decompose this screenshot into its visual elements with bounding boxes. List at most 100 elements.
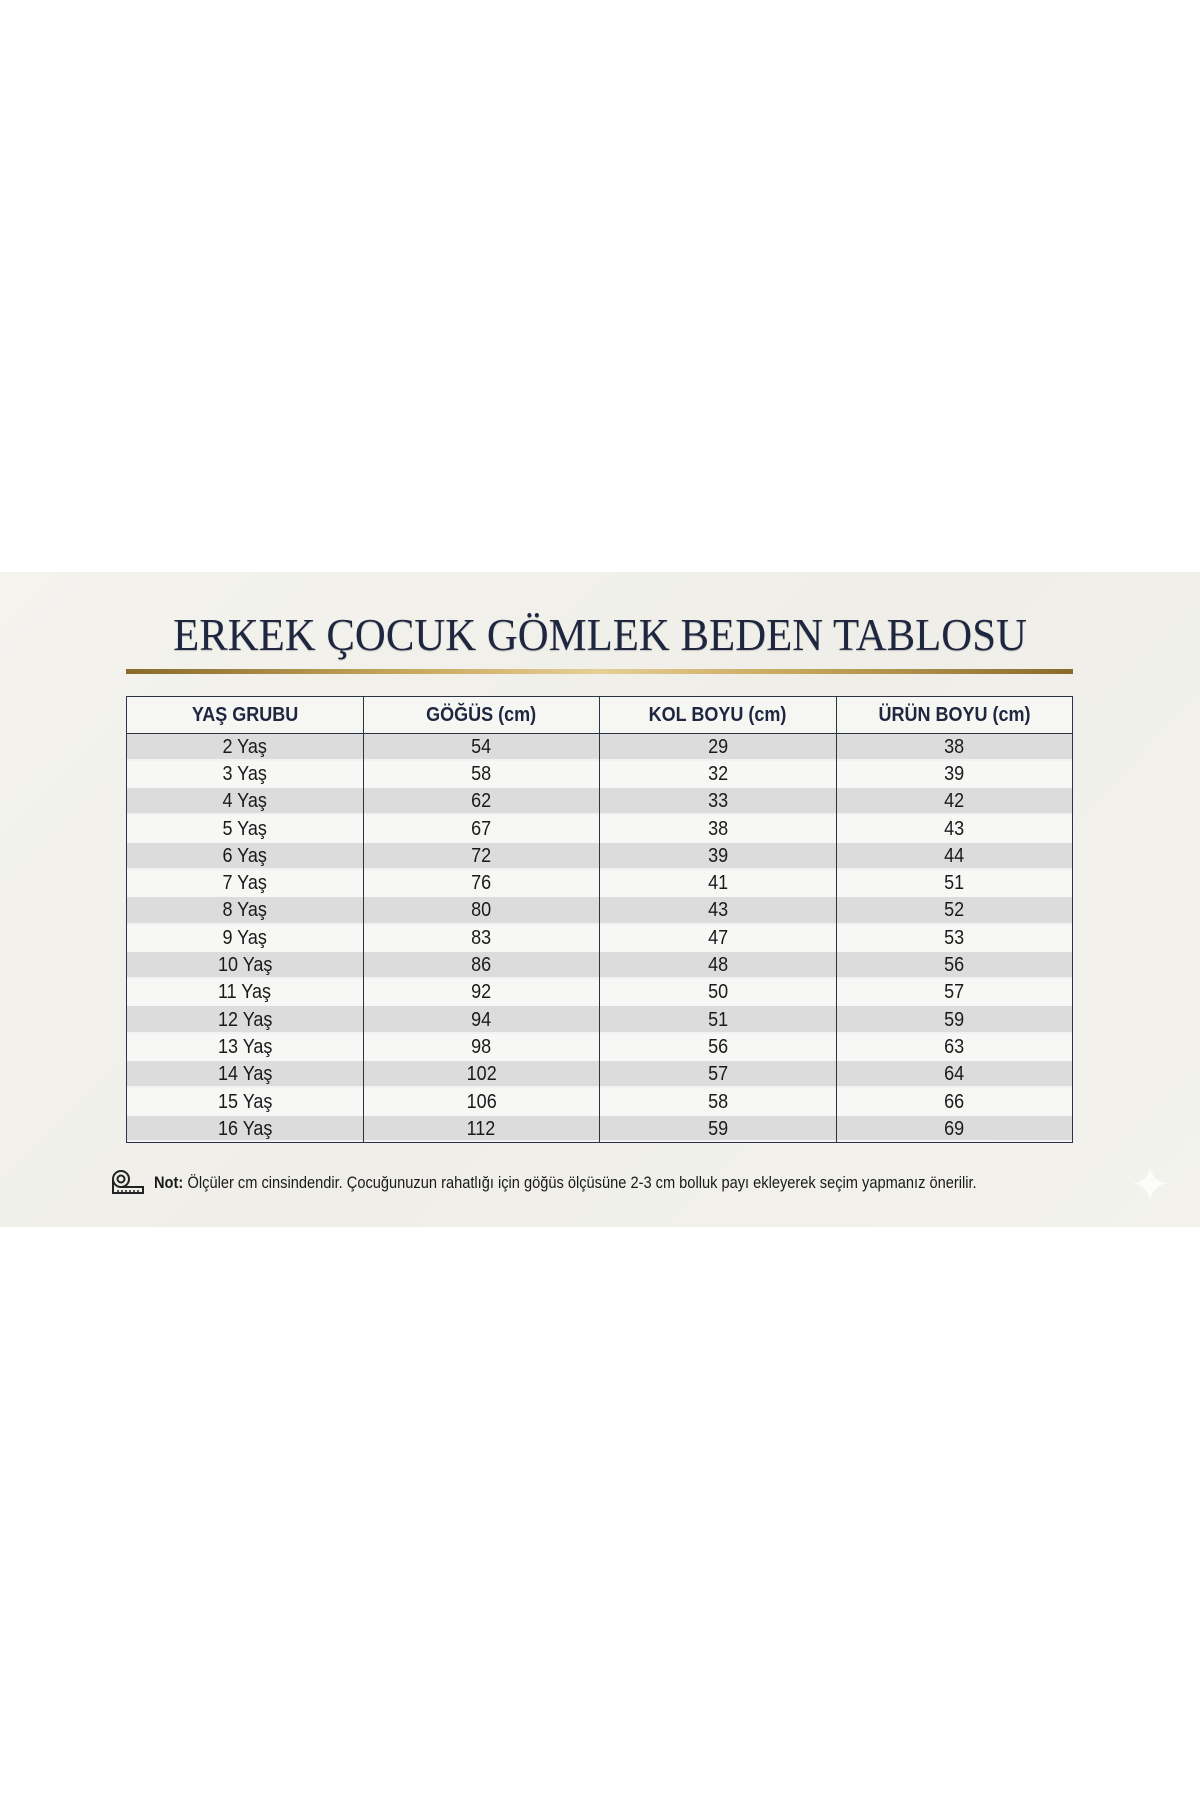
table-cell: 62 (362, 788, 600, 816)
table-cell: 38 (835, 733, 1073, 761)
table-cell: 41 (599, 869, 837, 898)
table-row: 13 Yaş 98 56 63 (126, 1033, 1073, 1062)
table-cell: 63 (835, 1033, 1073, 1062)
cell-value: 51 (707, 1008, 728, 1031)
table-cell: 47 (599, 924, 837, 952)
table-cell: 83 (362, 924, 600, 952)
cell-value: 64 (944, 1063, 965, 1086)
column-header-label: ÜRÜN BOYU (cm) (878, 703, 1031, 726)
cell-value: 3 Yaş (222, 762, 267, 785)
cell-value: 4 Yaş (222, 790, 267, 813)
table-cell: 39 (599, 842, 837, 870)
column-header-label: GÖĞÜS (cm) (426, 703, 537, 726)
table-cell: 43 (835, 815, 1073, 843)
cell-value: 52 (944, 899, 965, 922)
column-header: YAŞ GRUBU (126, 696, 364, 734)
table-cell: 59 (599, 1115, 837, 1143)
table-row: 4 Yaş 62 33 42 (126, 788, 1073, 816)
table-cell: 64 (835, 1061, 1073, 1089)
table-row: 15 Yaş 106 58 66 (126, 1088, 1073, 1116)
column-header: GÖĞÜS (cm) (362, 696, 600, 734)
cell-value: 92 (471, 981, 492, 1004)
table-row: 8 Yaş 80 43 52 (126, 897, 1073, 925)
size-table: YAŞ GRUBU GÖĞÜS (cm) KOL BOYU (cm) ÜRÜN BOY… (126, 696, 1073, 1144)
table-header-row: YAŞ GRUBU GÖĞÜS (cm) KOL BOYU (cm) ÜRÜN BOY… (126, 696, 1073, 734)
table-cell: 76 (362, 869, 600, 898)
cell-value: 62 (471, 790, 492, 813)
cell-value: 5 Yaş (222, 817, 267, 840)
cell-value: 47 (707, 926, 728, 949)
table-cell: 3 Yaş (126, 760, 364, 789)
cell-value: 41 (707, 872, 728, 895)
table-cell: 98 (362, 1033, 600, 1062)
table-cell: 12 Yaş (126, 1006, 364, 1034)
table-cell: 66 (835, 1088, 1073, 1116)
table-cell: 4 Yaş (126, 788, 364, 816)
cell-value: 13 Yaş (217, 1035, 272, 1058)
cell-value: 53 (944, 926, 965, 949)
table-cell: 32 (599, 760, 837, 789)
table-cell: 50 (599, 979, 837, 1007)
gold-divider (126, 669, 1073, 674)
table-cell: 69 (835, 1115, 1073, 1143)
cell-value: 83 (471, 926, 492, 949)
cell-value: 43 (944, 817, 965, 840)
cell-value: 58 (471, 762, 492, 785)
cell-value: 10 Yaş (217, 954, 272, 977)
column-header: ÜRÜN BOYU (cm) (835, 696, 1073, 734)
cell-value: 43 (707, 899, 728, 922)
cell-value: 48 (707, 954, 728, 977)
table-row: 5 Yaş 67 38 43 (126, 815, 1073, 843)
cell-value: 16 Yaş (217, 1117, 272, 1140)
table-row: 14 Yaş 102 57 64 (126, 1061, 1073, 1089)
column-header-label: KOL BOYU (cm) (648, 703, 787, 726)
table-cell: 57 (835, 979, 1073, 1007)
cell-value: 94 (471, 1008, 492, 1031)
cell-value: 51 (944, 872, 965, 895)
table-cell: 58 (362, 760, 600, 789)
table-cell: 67 (362, 815, 600, 843)
table-cell: 14 Yaş (126, 1061, 364, 1089)
cell-value: 11 Yaş (218, 981, 272, 1004)
table-cell: 94 (362, 1006, 600, 1034)
table-cell: 56 (599, 1033, 837, 1062)
cell-value: 39 (944, 762, 965, 785)
table-cell: 13 Yaş (126, 1033, 364, 1062)
page-title: ERKEK ÇOCUK GÖMLEK BEDEN TABLOSU (173, 609, 1027, 660)
cell-value: 54 (471, 735, 492, 758)
sparkle-icon: ✦ (1130, 1159, 1171, 1212)
table-cell: 106 (362, 1088, 600, 1116)
cell-value: 12 Yaş (217, 1008, 272, 1031)
cell-value: 9 Yaş (222, 926, 267, 949)
table-cell: 38 (599, 815, 837, 843)
table-cell: 10 Yaş (126, 951, 364, 980)
cell-value: 98 (471, 1035, 492, 1058)
column-header-label: YAŞ GRUBU (191, 703, 298, 726)
table-row: 11 Yaş 92 50 57 (126, 979, 1073, 1007)
table-cell: 112 (362, 1115, 600, 1143)
table-row: 10 Yaş 86 48 56 (126, 951, 1073, 980)
cell-value: 72 (471, 844, 492, 867)
cell-value: 63 (944, 1035, 965, 1058)
cell-value: 112 (466, 1117, 496, 1140)
table-cell: 2 Yaş (126, 733, 364, 761)
table-cell: 56 (835, 951, 1073, 980)
cell-value: 57 (944, 981, 965, 1004)
cell-value: 58 (707, 1090, 728, 1113)
table-cell: 42 (835, 788, 1073, 816)
table-row: 2 Yaş 54 29 38 (126, 733, 1073, 761)
table-cell: 80 (362, 897, 600, 925)
cell-value: 80 (471, 899, 492, 922)
note: Not: Ölçüler cm cinsindendir. Çocuğunuzun… (110, 1169, 1111, 1197)
cell-value: 38 (944, 735, 965, 758)
cell-value: 59 (707, 1117, 728, 1140)
table-cell: 33 (599, 788, 837, 816)
cell-value: 32 (707, 762, 728, 785)
cell-value: 69 (944, 1117, 965, 1140)
cell-value: 106 (466, 1090, 497, 1113)
table-cell: 44 (835, 842, 1073, 870)
cell-value: 8 Yaş (222, 899, 267, 922)
cell-value: 86 (471, 954, 492, 977)
cell-value: 29 (707, 735, 728, 758)
table-cell: 39 (835, 760, 1073, 789)
